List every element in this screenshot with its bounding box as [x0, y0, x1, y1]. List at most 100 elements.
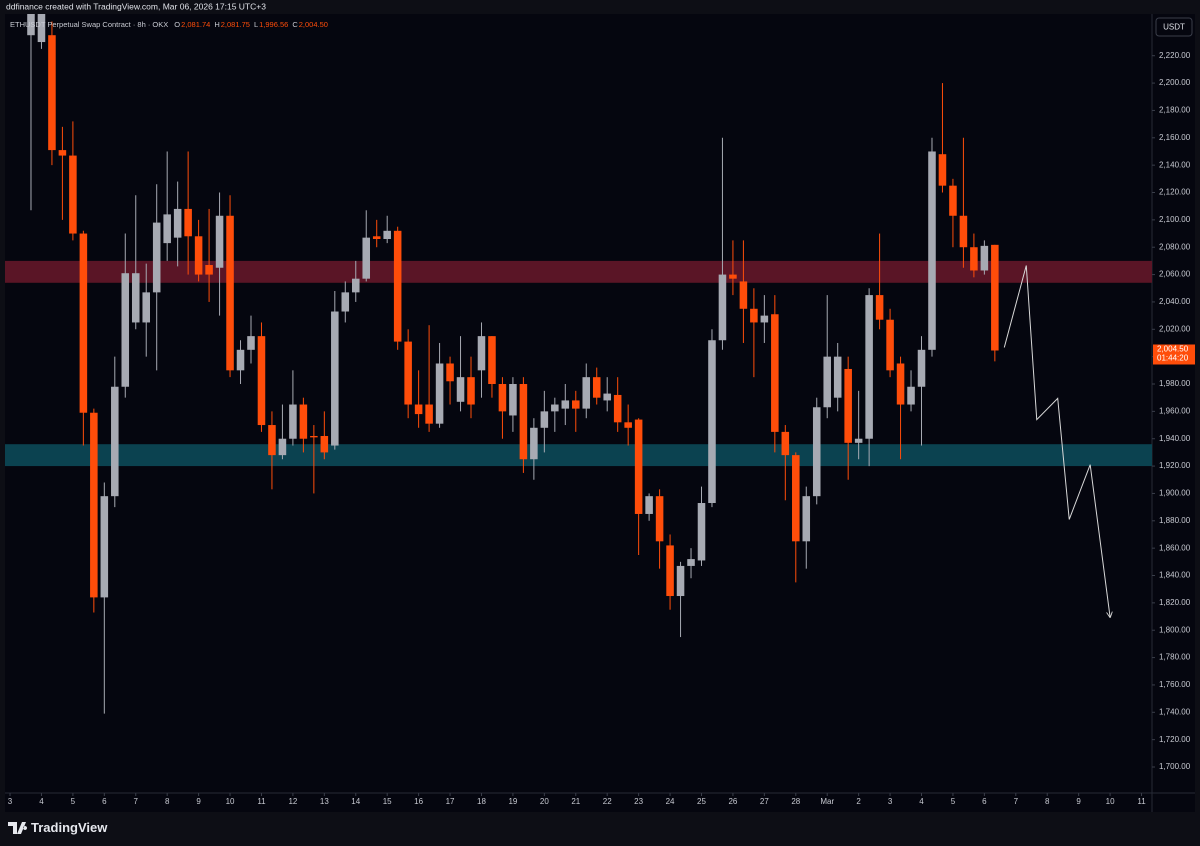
countdown: 01:44:20 [1157, 354, 1189, 363]
candle-body [320, 435, 329, 453]
candle-body [205, 265, 213, 275]
legend-key: H [214, 20, 219, 29]
x-tick-label: 4 [919, 797, 924, 806]
candle-body [393, 230, 402, 342]
candle-body [812, 407, 821, 497]
candle-body [498, 384, 507, 412]
brand: TradingView [8, 820, 108, 835]
candle-body [488, 336, 496, 385]
legend-key: O [174, 20, 180, 29]
currency: USDT [1163, 23, 1185, 32]
y-tick-label: 2,080.00 [1159, 242, 1191, 251]
legend-value: 2,081.74 [181, 20, 210, 29]
x-tick-label: 12 [288, 797, 297, 806]
candle-body [194, 236, 203, 275]
y-tick-label: 1,820.00 [1159, 598, 1191, 607]
plot-background [5, 14, 1195, 812]
candle-body [760, 315, 769, 323]
candle-body [938, 154, 947, 186]
candle-body [634, 419, 643, 514]
legend-key: C [292, 20, 298, 29]
candle-body [58, 150, 67, 156]
x-tick-label: 11 [1137, 797, 1146, 806]
x-tick-label: 17 [446, 797, 455, 806]
candle-body [970, 247, 978, 271]
candle-body [896, 363, 905, 405]
x-tick-label: 14 [351, 797, 360, 806]
y-tick-label: 1,780.00 [1159, 653, 1191, 662]
candle-body [928, 151, 936, 350]
candle-body [299, 404, 308, 439]
y-tick-label: 2,160.00 [1159, 133, 1191, 142]
candle-body [959, 215, 968, 248]
candle-body [613, 394, 622, 423]
x-tick-label: 22 [603, 797, 612, 806]
candle-body [48, 35, 56, 151]
x-tick-label: 5 [71, 797, 76, 806]
candle-body [331, 311, 339, 446]
candle-body [572, 400, 580, 409]
y-tick-label: 1,840.00 [1159, 571, 1191, 580]
candle-body [875, 295, 884, 320]
y-tick-label: 1,940.00 [1159, 434, 1191, 443]
legend-value: 2,081.75 [221, 20, 250, 29]
header: ddfinance created with TradingView.com, … [6, 1, 266, 11]
candle-body [79, 233, 88, 413]
candle-body [362, 237, 371, 279]
candle-body [351, 278, 360, 293]
candle-body [551, 404, 559, 412]
x-tick-label: 26 [728, 797, 737, 806]
x-tick-label: 9 [1076, 797, 1081, 806]
y-tick-label: 1,700.00 [1159, 762, 1191, 771]
projection-path [1003, 265, 1110, 618]
last-price: 2,004.50 [1157, 345, 1189, 354]
candle-body [184, 208, 192, 237]
y-tick-label: 2,100.00 [1159, 215, 1191, 224]
y-tick-label: 1,860.00 [1159, 543, 1191, 552]
candle-body [802, 496, 811, 542]
candle-body [425, 404, 433, 424]
y-tick-label: 2,120.00 [1159, 188, 1191, 197]
candle-body [697, 503, 706, 561]
candle-body [152, 222, 161, 293]
x-tick-label: 3 [8, 797, 13, 806]
zone [5, 444, 1152, 467]
candle-body [404, 341, 412, 405]
y-tick-label: 2,060.00 [1159, 270, 1191, 279]
x-tick-label: 9 [196, 797, 201, 806]
candle-body [530, 427, 538, 460]
candle-body [907, 386, 915, 405]
zone [5, 260, 1152, 283]
candle-body [708, 340, 716, 504]
candle-body [247, 336, 255, 350]
candle-body [173, 208, 182, 238]
y-tick-label: 1,740.00 [1159, 707, 1191, 716]
x-tick-label: 6 [982, 797, 987, 806]
candle-body [289, 404, 297, 439]
candle-body [844, 368, 852, 443]
candle-body [582, 377, 591, 409]
candle-body [739, 281, 748, 309]
plot-layer [5, 14, 1152, 714]
candle-body [456, 377, 465, 402]
legend: ETHUSDT Perpetual Swap Contract · 8h · O… [10, 20, 328, 29]
candle-body [341, 292, 350, 312]
y-tick-label: 1,900.00 [1159, 489, 1191, 498]
candle-body [771, 314, 779, 432]
candle-body [69, 155, 77, 234]
candle-body [257, 336, 266, 426]
x-tick-label: 15 [383, 797, 392, 806]
candle-body [823, 356, 831, 408]
candle-body [592, 377, 601, 398]
candle-body [111, 386, 119, 497]
candle-body [435, 363, 444, 424]
brand-logo [8, 822, 28, 834]
y-tick-label: 1,720.00 [1159, 735, 1191, 744]
y-tick-label: 1,960.00 [1159, 406, 1191, 415]
candle-body [519, 384, 528, 460]
candle-body [446, 363, 454, 382]
candle-body [131, 273, 140, 323]
candle-body [467, 377, 475, 405]
candle-body [676, 565, 685, 597]
